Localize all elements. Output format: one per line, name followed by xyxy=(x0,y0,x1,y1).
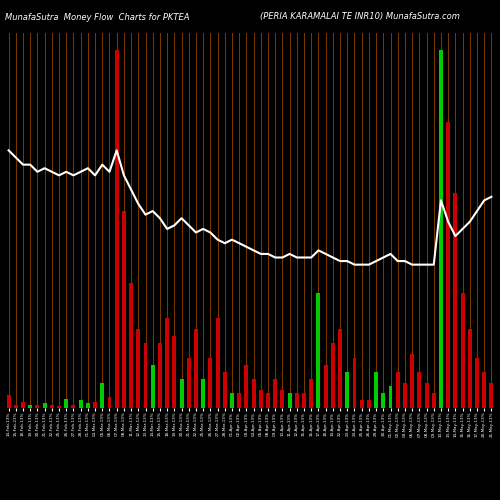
Bar xyxy=(410,354,414,408)
Bar xyxy=(36,404,40,407)
Bar xyxy=(57,406,61,407)
Bar xyxy=(108,397,112,407)
Bar xyxy=(230,393,234,407)
Bar xyxy=(403,382,407,407)
Bar xyxy=(172,336,176,407)
Bar xyxy=(288,393,292,407)
Bar xyxy=(316,293,320,408)
Bar xyxy=(136,329,140,407)
Bar xyxy=(93,402,97,407)
Bar xyxy=(144,343,148,407)
Bar xyxy=(424,382,428,407)
Bar xyxy=(475,358,479,408)
Bar xyxy=(367,400,371,407)
Bar xyxy=(346,372,350,408)
Bar xyxy=(374,372,378,408)
Bar xyxy=(223,372,227,408)
Bar xyxy=(78,400,82,407)
Text: (PERIA KARAMALAI TE INR10) MunafaSutra.com: (PERIA KARAMALAI TE INR10) MunafaSutra.c… xyxy=(260,12,460,22)
Bar xyxy=(418,372,422,408)
Bar xyxy=(432,393,436,407)
Bar xyxy=(446,122,450,408)
Bar xyxy=(382,393,386,407)
Bar xyxy=(482,372,486,408)
Bar xyxy=(388,386,392,407)
Bar xyxy=(252,379,256,408)
Bar xyxy=(150,364,154,408)
Bar xyxy=(468,329,472,407)
Bar xyxy=(396,372,400,408)
Bar xyxy=(64,398,68,407)
Bar xyxy=(237,393,241,407)
Bar xyxy=(310,379,313,408)
Bar xyxy=(259,390,263,407)
Bar xyxy=(122,211,126,408)
Bar xyxy=(158,343,162,407)
Bar xyxy=(165,318,169,408)
Bar xyxy=(331,343,335,407)
Bar xyxy=(244,364,248,408)
Bar xyxy=(352,358,356,408)
Bar xyxy=(86,403,90,407)
Bar xyxy=(360,400,364,407)
Bar xyxy=(14,404,18,407)
Bar xyxy=(208,358,212,408)
Bar xyxy=(21,402,25,407)
Text: MunafaSutra  Money Flow  Charts for PKTEA: MunafaSutra Money Flow Charts for PKTEA xyxy=(5,12,190,22)
Bar xyxy=(266,393,270,407)
Bar xyxy=(324,364,328,408)
Bar xyxy=(180,379,184,408)
Bar xyxy=(100,382,104,407)
Bar xyxy=(129,282,133,408)
Bar xyxy=(114,50,118,408)
Bar xyxy=(50,404,54,407)
Bar xyxy=(216,318,220,408)
Bar xyxy=(338,329,342,407)
Bar xyxy=(42,403,46,407)
Bar xyxy=(72,404,76,407)
Bar xyxy=(201,379,205,408)
Bar xyxy=(439,50,443,408)
Bar xyxy=(194,329,198,407)
Bar xyxy=(454,193,458,408)
Bar xyxy=(6,395,10,407)
Bar xyxy=(273,379,277,408)
Bar xyxy=(295,393,299,407)
Bar xyxy=(187,358,190,408)
Bar xyxy=(490,382,494,407)
Bar xyxy=(302,393,306,407)
Bar xyxy=(460,293,464,408)
Bar xyxy=(28,406,32,407)
Bar xyxy=(280,390,284,407)
